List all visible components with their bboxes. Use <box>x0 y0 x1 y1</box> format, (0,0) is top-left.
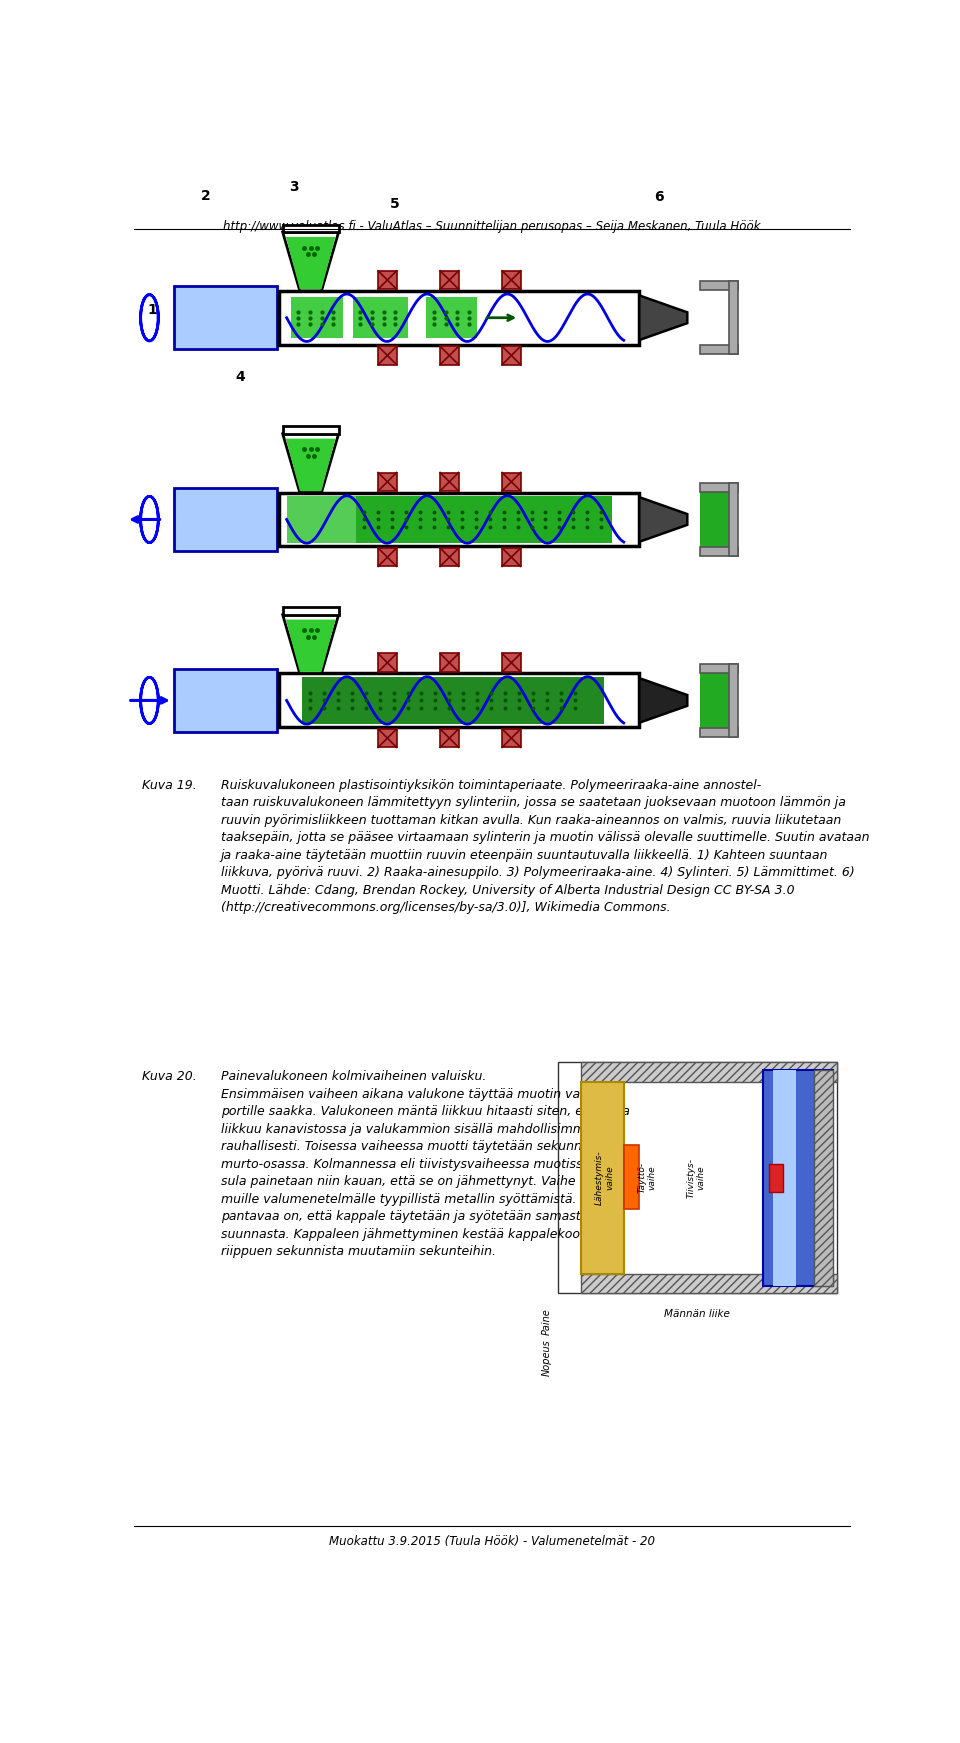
Bar <box>175 669 277 732</box>
Text: 6: 6 <box>654 190 663 204</box>
Bar <box>502 654 520 673</box>
Bar <box>700 345 738 354</box>
Bar <box>278 673 639 727</box>
Bar <box>700 729 738 737</box>
Bar <box>502 347 520 364</box>
Bar <box>700 281 738 291</box>
Bar <box>378 654 396 673</box>
Text: Kuva 20.: Kuva 20. <box>142 1070 197 1082</box>
Polygon shape <box>639 678 687 723</box>
Bar <box>700 673 730 729</box>
Bar <box>700 483 738 492</box>
Text: 4: 4 <box>235 370 245 383</box>
Bar <box>502 547 520 566</box>
Text: Painevalukoneen kolmivaiheinen valuisku.
Ensimmäisen vaiheen aikana valukone täy: Painevalukoneen kolmivaiheinen valuisku.… <box>221 1070 630 1258</box>
Bar <box>440 729 459 748</box>
Bar <box>700 492 730 547</box>
Bar <box>378 547 396 566</box>
Text: 2: 2 <box>201 188 210 202</box>
Bar <box>558 1061 837 1293</box>
Polygon shape <box>426 298 476 338</box>
Text: 1: 1 <box>148 303 157 317</box>
Bar <box>302 676 605 725</box>
Text: Tiivistys-
vaihe: Tiivistys- vaihe <box>686 1157 706 1197</box>
Bar <box>283 427 339 434</box>
Bar <box>283 607 339 615</box>
Text: http://www.valuatlas.fi - ValuAtlas – Suunnittelijan perusopas – Seija Meskanen,: http://www.valuatlas.fi - ValuAtlas – Su… <box>224 220 760 234</box>
Bar <box>581 1274 837 1293</box>
Polygon shape <box>286 237 335 289</box>
Bar <box>440 472 459 492</box>
Bar <box>730 483 738 556</box>
Polygon shape <box>291 298 344 338</box>
Bar <box>502 270 520 289</box>
Text: Männän liike: Männän liike <box>664 1309 731 1319</box>
Polygon shape <box>283 232 339 291</box>
Text: Ruiskuvalukoneen plastisointiyksikön toimintaperiaate. Polymeeriraaka-aine annos: Ruiskuvalukoneen plastisointiyksikön toi… <box>221 779 869 915</box>
Text: Muokattu 3.9.2015 (Tuula Höök) - Valumenetelmät - 20: Muokattu 3.9.2015 (Tuula Höök) - Valumen… <box>329 1536 655 1548</box>
Bar <box>700 664 738 673</box>
Bar <box>440 547 459 566</box>
Bar <box>502 729 520 748</box>
Text: 3: 3 <box>290 180 300 193</box>
Bar <box>581 1082 624 1274</box>
Bar <box>773 1070 796 1286</box>
Bar <box>440 347 459 364</box>
Text: Lähestymis-
vaihe: Lähestymis- vaihe <box>594 1150 614 1204</box>
Polygon shape <box>286 439 335 492</box>
Polygon shape <box>352 298 408 338</box>
Bar <box>175 286 277 349</box>
Bar <box>278 291 639 345</box>
Polygon shape <box>287 495 356 544</box>
Bar <box>624 1145 639 1210</box>
Polygon shape <box>286 619 335 673</box>
Polygon shape <box>283 434 339 493</box>
Bar <box>502 472 520 492</box>
Bar <box>770 1164 783 1192</box>
Bar <box>378 472 396 492</box>
Bar <box>730 281 738 354</box>
Text: Kuva 19.: Kuva 19. <box>142 779 197 791</box>
Polygon shape <box>639 295 687 340</box>
Polygon shape <box>283 615 339 673</box>
Bar <box>763 1070 833 1286</box>
Text: Paine: Paine <box>541 1309 552 1335</box>
Bar <box>440 270 459 289</box>
Polygon shape <box>639 497 687 542</box>
Bar <box>378 347 396 364</box>
Bar <box>378 270 396 289</box>
Bar <box>175 488 277 551</box>
Bar <box>278 493 639 546</box>
Bar <box>581 1061 837 1082</box>
Text: 5: 5 <box>391 197 400 211</box>
Bar <box>700 547 738 556</box>
Bar <box>730 664 738 737</box>
Bar <box>440 654 459 673</box>
Text: Täyttö-
vaihe: Täyttö- vaihe <box>637 1163 657 1194</box>
Text: Nopeus: Nopeus <box>541 1340 552 1377</box>
Bar <box>814 1070 833 1286</box>
Bar <box>378 729 396 748</box>
Bar <box>283 225 339 232</box>
Bar <box>356 495 612 544</box>
